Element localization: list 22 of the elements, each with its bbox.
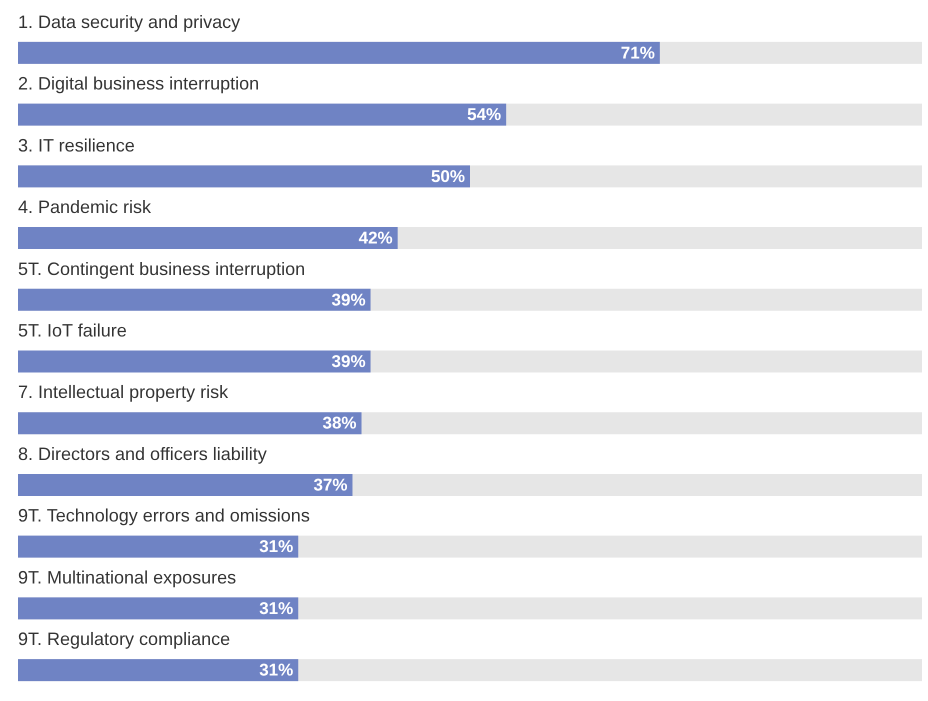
data-label: 37% [313,475,348,494]
data-label: 31% [259,537,294,556]
y-tick-label: 9T. Regulatory compliance [18,629,230,650]
y-tick-label: 1. Data security and privacy [18,12,240,32]
y-tick-label: 5T. Contingent business interruption [18,258,306,279]
data-label: 39% [332,290,366,310]
y-tick-label: 9T. Technology errors and omissions [18,506,310,526]
data-label: 71% [620,43,655,62]
y-tick-label: 9T. Multinational exposures [18,567,236,588]
data-label: 31% [259,660,294,680]
data-label: 39% [332,352,366,371]
y-tick-label: 7. Intellectual property risk [18,382,230,402]
data-label: 31% [259,598,294,618]
y-tick-label: 2. Digital business interruption [18,74,260,94]
data-label: 38% [322,414,357,433]
y-tick-label: 3. IT resilience [18,135,135,156]
y-tick-label: 4. Pandemic risk [18,197,152,218]
data-label: 50% [430,166,465,186]
data-label: 54% [467,105,502,124]
data-label: 42% [358,228,393,248]
y-tick-label: 5T. IoT failure [18,320,127,340]
y-tick-label: 8. Directors and officers liability [18,444,267,464]
